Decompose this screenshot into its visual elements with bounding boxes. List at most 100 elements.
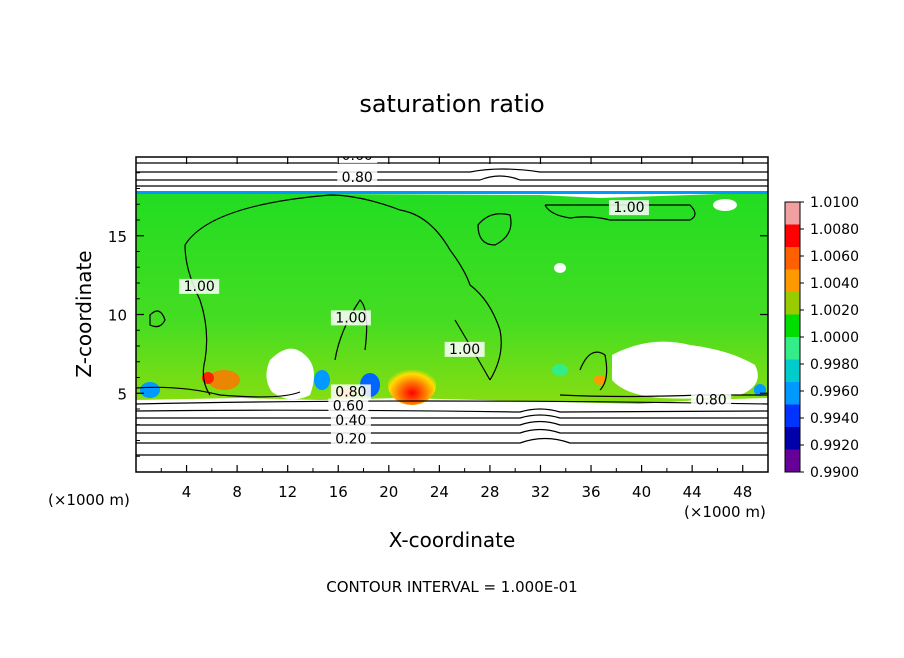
y-tick-label: 5 bbox=[117, 385, 127, 403]
contour-line bbox=[136, 420, 768, 426]
contour-line bbox=[136, 428, 768, 434]
y-tick-label: 15 bbox=[108, 228, 127, 246]
contour-label-bg bbox=[328, 398, 369, 414]
subsat-cell bbox=[140, 382, 160, 398]
x-tick-label: 20 bbox=[379, 483, 398, 501]
x-tick-label: 48 bbox=[733, 483, 752, 501]
x-unit-left: (×1000 m) bbox=[48, 491, 130, 509]
contour-label-bg bbox=[330, 412, 371, 428]
colorbar-swatch bbox=[785, 337, 800, 360]
contour-label: 1.00 bbox=[449, 342, 480, 358]
contour-label: 0.80 bbox=[335, 384, 366, 400]
contour-label: 0.20 bbox=[335, 432, 366, 448]
colorbar-label: 0.9900 bbox=[810, 465, 859, 481]
contour-line bbox=[136, 386, 301, 398]
x-tick-label: 8 bbox=[232, 483, 242, 501]
contour-label: 0.60 bbox=[342, 148, 373, 164]
contour-line bbox=[477, 213, 512, 246]
dry-patch bbox=[612, 341, 758, 399]
colorbar-swatch bbox=[785, 247, 800, 270]
x-tick-label: 32 bbox=[531, 483, 550, 501]
contour-lines bbox=[136, 162, 768, 456]
x-tick-label: 16 bbox=[329, 483, 348, 501]
field-features bbox=[136, 191, 768, 405]
subsat-cell bbox=[552, 364, 568, 376]
colorbar-label: 1.0100 bbox=[810, 195, 859, 211]
contour-line bbox=[334, 299, 368, 361]
x-tick-label: 40 bbox=[632, 483, 651, 501]
colorbar-label: 1.0040 bbox=[810, 276, 859, 292]
x-tick-label: 36 bbox=[581, 483, 600, 501]
contour-label-bg bbox=[337, 157, 378, 164]
contour-line bbox=[149, 310, 166, 328]
contour-line bbox=[544, 204, 696, 221]
contour-label-bg bbox=[330, 431, 371, 447]
contour-label-bg bbox=[444, 341, 485, 357]
contour-label-bg bbox=[337, 170, 378, 186]
contour-label: 1.00 bbox=[184, 279, 215, 295]
plot-area: 0.600.801.001.001.001.000.800.600.400.20… bbox=[136, 148, 768, 472]
contour-label-bg bbox=[330, 384, 371, 400]
x-tick-label: 28 bbox=[480, 483, 499, 501]
dry-patch bbox=[713, 199, 737, 211]
colorbar-label: 1.0080 bbox=[810, 222, 859, 238]
contour-line bbox=[136, 400, 768, 405]
colorbar-swatch bbox=[785, 449, 800, 473]
x-axis-label: X-coordinate bbox=[389, 528, 516, 552]
colorbar-swatch bbox=[785, 224, 800, 248]
contour-label: 0.80 bbox=[696, 392, 727, 408]
colorbar-label: 0.9920 bbox=[810, 438, 859, 454]
colorbar-label: 1.0020 bbox=[810, 303, 859, 319]
chart-title: saturation ratio bbox=[359, 90, 544, 118]
y-axis: 5 10 15 bbox=[108, 172, 768, 457]
colorbar-swatch bbox=[785, 359, 800, 383]
colorbar-swatch bbox=[785, 202, 800, 225]
colorbar-label: 0.9960 bbox=[810, 384, 859, 400]
hotspot-cell bbox=[594, 375, 606, 385]
x-unit-right: (×1000 m) bbox=[684, 503, 766, 521]
colorbar-swatch bbox=[785, 269, 800, 293]
subsat-cell bbox=[314, 370, 330, 390]
contour-label: 1.00 bbox=[613, 200, 644, 216]
cloud-top-band bbox=[136, 191, 768, 194]
colorbar-swatch bbox=[785, 314, 800, 338]
hotspot-cell bbox=[388, 365, 436, 405]
colorbar: 1.0100 1.0080 1.0060 1.0040 1.0020 1.0000 0.99… bbox=[784, 195, 859, 481]
x-tick-label: 24 bbox=[430, 483, 449, 501]
colorbar-swatch bbox=[785, 427, 800, 450]
contour-line bbox=[136, 168, 768, 173]
y-tick-label: 10 bbox=[108, 307, 127, 325]
contour-label: 1.00 bbox=[335, 310, 366, 326]
colorbar-label: 1.0060 bbox=[810, 249, 859, 265]
x-axis: 4 8 12 16 20 24 28 32 36 40 44 48 bbox=[135, 157, 769, 501]
dry-patch bbox=[554, 263, 566, 273]
contour-line bbox=[184, 194, 502, 381]
contour-label: 0.60 bbox=[333, 399, 364, 415]
contour-label-bg bbox=[179, 278, 220, 294]
x-tick-label: 44 bbox=[683, 483, 702, 501]
contour-line bbox=[184, 244, 211, 396]
colorbar-swatch bbox=[785, 382, 800, 405]
colorbar-swatch bbox=[785, 404, 800, 428]
colorbar-swatch bbox=[785, 292, 800, 315]
contour-label-bg bbox=[608, 200, 649, 216]
hotspot-cell bbox=[208, 370, 240, 390]
colorbar-label: 0.9940 bbox=[810, 411, 859, 427]
contour-line bbox=[579, 351, 608, 391]
hotspot-cell bbox=[202, 372, 214, 384]
contour-label-bg bbox=[691, 392, 732, 408]
contour-labels: 0.600.801.001.001.001.000.800.600.400.20… bbox=[179, 148, 732, 448]
contour-label-bg bbox=[330, 310, 371, 326]
x-tick-label: 4 bbox=[182, 483, 192, 501]
contour-label: 0.80 bbox=[342, 170, 373, 186]
contour-line bbox=[136, 437, 768, 444]
colorbar-label: 0.9980 bbox=[810, 357, 859, 373]
contour-line bbox=[136, 408, 768, 413]
subsat-cell bbox=[754, 384, 766, 396]
contour-line bbox=[136, 414, 768, 419]
contour-label: 0.40 bbox=[335, 413, 366, 429]
footer-note: CONTOUR INTERVAL = 1.000E-01 bbox=[326, 578, 577, 596]
dry-patch bbox=[266, 348, 314, 400]
y-axis-label: Z-coordinate bbox=[72, 250, 96, 377]
